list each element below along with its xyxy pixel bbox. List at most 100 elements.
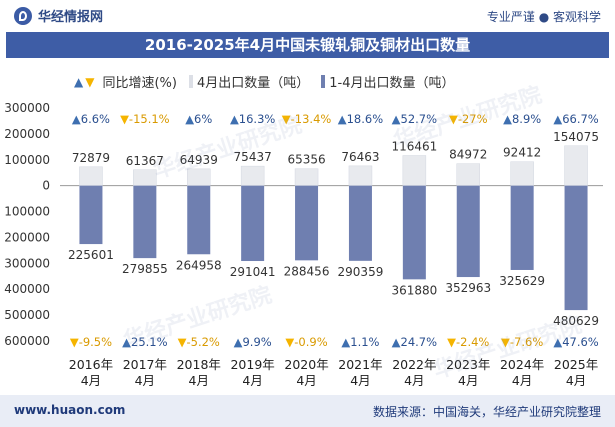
category-label: 2025年 xyxy=(554,357,598,372)
data-label-jan-apr: 279855 xyxy=(122,262,168,276)
brand[interactable]: 华经情报网 xyxy=(14,6,103,25)
data-label-april: 72879 xyxy=(72,151,110,165)
y-tick-label: 0 xyxy=(42,179,50,193)
legend-growth-label: 同比增速(%) xyxy=(102,76,177,91)
growth-label-april: ▼-27% xyxy=(449,112,488,126)
y-tick-label: 400000 xyxy=(4,282,50,296)
data-label-april: 92412 xyxy=(503,146,541,160)
data-label-april: 116461 xyxy=(391,140,437,154)
bar-april xyxy=(456,163,480,186)
growth-label-april: ▲66.7% xyxy=(553,112,598,126)
bar-jan-apr xyxy=(402,185,426,280)
legend-jan-apr-label: 1-4月出口数量（吨） xyxy=(329,76,455,91)
bar-april xyxy=(294,168,319,186)
chart-title: 2016-2025年4月中国未锻轧铜及铜材出口数量 xyxy=(144,36,471,54)
legend-growth: ▲ ▼ 同比增速(%) xyxy=(74,72,177,92)
data-label-april: 65356 xyxy=(287,153,325,167)
category-label: 4月 xyxy=(296,373,316,388)
category-label: 2024年 xyxy=(500,357,544,372)
y-tick-label: 300000 xyxy=(4,256,50,270)
category-label: 2020年 xyxy=(284,357,328,372)
category-label: 4月 xyxy=(458,373,478,388)
footer: www.huaon.com 数据来源：中国海关，华经产业研究院整理 xyxy=(0,395,615,427)
legend-jan-apr-swatch xyxy=(321,75,326,88)
legend-jan-apr: 1-4月出口数量（吨） xyxy=(321,72,454,91)
category-label: 2019年 xyxy=(230,357,274,372)
category-label: 2018年 xyxy=(177,357,221,372)
bar-jan-apr xyxy=(456,185,480,278)
data-label-jan-apr: 325629 xyxy=(499,274,545,288)
bar-jan-apr xyxy=(187,185,211,255)
data-label-jan-apr: 480629 xyxy=(553,314,599,328)
category-label: 2023年 xyxy=(446,357,490,372)
category-label: 2016年 xyxy=(69,357,113,372)
category-label: 4月 xyxy=(242,373,262,388)
growth-label-april: ▲6.6% xyxy=(72,112,110,126)
title-band: 2016-2025年4月中国未锻轧铜及铜材出口数量 xyxy=(6,32,609,58)
growth-label-april: ▲6% xyxy=(185,112,212,126)
legend-april-label: 4月出口数量（吨） xyxy=(196,76,310,91)
y-tick-label: 100000 xyxy=(4,205,50,219)
footer-url[interactable]: www.huaon.com xyxy=(14,403,126,417)
data-label-jan-apr: 264958 xyxy=(176,258,222,272)
legend-april: 4月出口数量（吨） xyxy=(188,72,310,91)
category-label: 4月 xyxy=(512,373,532,388)
data-label-jan-apr: 361880 xyxy=(391,283,437,297)
category-label: 4月 xyxy=(135,373,155,388)
growth-label-jan-apr: ▲47.6% xyxy=(553,335,598,349)
growth-label-april: ▲16.3% xyxy=(230,112,275,126)
data-label-jan-apr: 288456 xyxy=(284,264,330,278)
bar-april xyxy=(510,161,534,186)
bar-april xyxy=(240,165,265,186)
slogan: 专业严谨 ● 客观科学 xyxy=(486,10,601,24)
category-label: 4月 xyxy=(81,373,101,388)
y-tick-label: 500000 xyxy=(4,308,50,322)
category-label: 4月 xyxy=(566,373,586,388)
data-label-jan-apr: 290359 xyxy=(338,265,384,279)
bar-april xyxy=(133,169,157,186)
data-label-april: 76463 xyxy=(341,150,379,164)
data-label-april: 154075 xyxy=(553,130,599,144)
growth-label-jan-apr: ▼-2.4% xyxy=(447,335,489,349)
bar-april xyxy=(564,145,588,186)
growth-label-jan-apr: ▼-0.9% xyxy=(285,335,327,349)
growth-label-april: ▲8.9% xyxy=(503,112,541,126)
triangle-up-icon: ▲ xyxy=(74,74,84,89)
y-tick-label: 300000 xyxy=(4,101,50,115)
growth-label-april: ▼-13.4% xyxy=(282,112,332,126)
bar-april xyxy=(79,166,103,186)
data-label-april: 61367 xyxy=(126,154,164,168)
brand-logo-icon xyxy=(14,6,32,25)
data-label-jan-apr: 291041 xyxy=(230,265,276,279)
y-tick-label: 100000 xyxy=(4,153,50,167)
y-tick-label: 600000 xyxy=(4,334,50,348)
growth-label-jan-apr: ▼-9.5% xyxy=(70,335,112,349)
category-label: 2022年 xyxy=(392,357,436,372)
top-bar: 华经情报网 专业严谨 ● 客观科学 xyxy=(0,0,615,30)
growth-label-jan-apr: ▲1.1% xyxy=(341,335,379,349)
growth-label-jan-apr: ▼-5.2% xyxy=(178,335,220,349)
bar-jan-apr xyxy=(564,185,588,311)
y-tick-label: 200000 xyxy=(4,230,50,244)
bar-april xyxy=(402,155,427,186)
footer-source: 数据来源：中国海关，华经产业研究院整理 xyxy=(372,405,601,419)
bar-jan-apr xyxy=(295,185,319,261)
category-label: 2021年 xyxy=(338,357,382,372)
bar-jan-apr xyxy=(348,185,372,261)
growth-label-jan-apr: ▼-7.6% xyxy=(501,335,543,349)
growth-label-jan-apr: ▲25.1% xyxy=(122,335,167,349)
data-label-jan-apr: 225601 xyxy=(68,248,114,262)
triangle-down-icon: ▼ xyxy=(85,74,95,89)
bar-jan-apr xyxy=(133,185,157,259)
bar-april xyxy=(187,168,211,186)
growth-label-april: ▲52.7% xyxy=(392,112,437,126)
bar-april xyxy=(348,165,373,186)
legend: ▲ ▼ 同比增速(%) 4月出口数量（吨） 1-4月出口数量（吨） xyxy=(74,72,466,92)
data-label-april: 84972 xyxy=(449,148,487,162)
data-label-april: 64939 xyxy=(180,153,218,167)
data-label-april: 75437 xyxy=(234,150,272,164)
bar-chart: 300000 200000 100000 0 100000 200000 300000 400… xyxy=(4,101,603,388)
growth-label-jan-apr: ▲24.7% xyxy=(392,335,437,349)
category-label: 4月 xyxy=(189,373,209,388)
bar-jan-apr xyxy=(241,185,265,262)
